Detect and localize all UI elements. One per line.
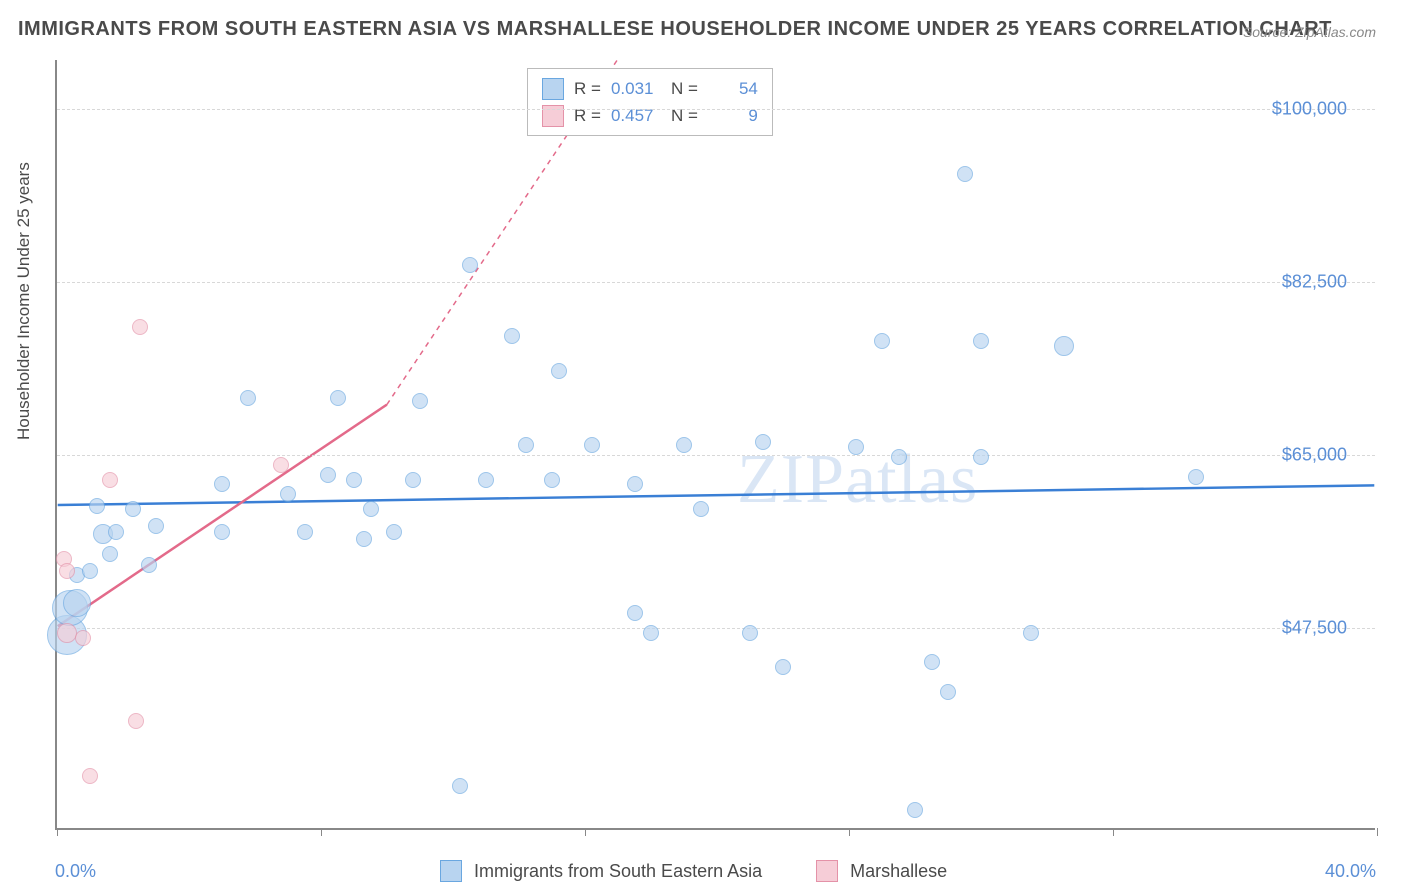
data-point — [504, 328, 520, 344]
data-point — [59, 563, 75, 579]
plot-area: ZIPatlas R =0.031N =54R =0.457N =9 $47,5… — [55, 60, 1375, 830]
data-point — [544, 472, 560, 488]
series1-swatch — [440, 860, 462, 882]
data-point — [973, 449, 989, 465]
data-point — [627, 476, 643, 492]
data-point — [643, 625, 659, 641]
data-point — [891, 449, 907, 465]
data-point — [320, 467, 336, 483]
data-point — [356, 531, 372, 547]
series-legend: Immigrants from South Eastern Asia Marsh… — [440, 860, 947, 882]
gridline — [57, 455, 1375, 456]
chart-title: IMMIGRANTS FROM SOUTH EASTERN ASIA VS MA… — [18, 18, 1332, 41]
x-tick — [321, 828, 322, 836]
x-tick — [1377, 828, 1378, 836]
y-tick-label: $82,500 — [1282, 272, 1347, 293]
legend-row: R =0.031N =54 — [542, 75, 758, 102]
data-point — [676, 437, 692, 453]
x-tick — [57, 828, 58, 836]
x-tick — [585, 828, 586, 836]
data-point — [148, 518, 164, 534]
data-point — [89, 498, 105, 514]
trend-line — [58, 485, 1375, 505]
data-point — [1054, 336, 1074, 356]
data-point — [214, 476, 230, 492]
data-point — [755, 434, 771, 450]
data-point — [940, 684, 956, 700]
series1-label: Immigrants from South Eastern Asia — [474, 861, 762, 882]
data-point — [346, 472, 362, 488]
data-point — [412, 393, 428, 409]
series2-label: Marshallese — [850, 861, 947, 882]
data-point — [848, 439, 864, 455]
data-point — [405, 472, 421, 488]
legend-row: R =0.457N =9 — [542, 102, 758, 129]
correlation-legend: R =0.031N =54R =0.457N =9 — [527, 68, 773, 136]
data-point — [478, 472, 494, 488]
data-point — [874, 333, 890, 349]
x-axis-min-label: 0.0% — [55, 861, 96, 882]
y-axis-label: Householder Income Under 25 years — [14, 162, 34, 440]
data-point — [132, 319, 148, 335]
data-point — [125, 501, 141, 517]
data-point — [742, 625, 758, 641]
y-tick-label: $100,000 — [1272, 99, 1347, 120]
trend-line — [58, 405, 387, 627]
data-point — [273, 457, 289, 473]
source-attribution: Source: ZipAtlas.com — [1243, 24, 1376, 40]
series2-swatch — [816, 860, 838, 882]
data-point — [957, 166, 973, 182]
data-point — [1023, 625, 1039, 641]
data-point — [82, 768, 98, 784]
data-point — [280, 486, 296, 502]
data-point — [775, 659, 791, 675]
data-point — [102, 472, 118, 488]
data-point — [1188, 469, 1204, 485]
y-tick-label: $65,000 — [1282, 444, 1347, 465]
legend-swatch — [542, 105, 564, 127]
data-point — [141, 557, 157, 573]
x-tick — [849, 828, 850, 836]
data-point — [627, 605, 643, 621]
data-point — [63, 589, 91, 617]
data-point — [240, 390, 256, 406]
data-point — [330, 390, 346, 406]
data-point — [907, 802, 923, 818]
y-tick-label: $47,500 — [1282, 617, 1347, 638]
data-point — [693, 501, 709, 517]
trend-lines-layer — [57, 60, 1375, 828]
data-point — [452, 778, 468, 794]
data-point — [102, 546, 118, 562]
x-tick — [1113, 828, 1114, 836]
data-point — [128, 713, 144, 729]
data-point — [386, 524, 402, 540]
data-point — [551, 363, 567, 379]
data-point — [214, 524, 230, 540]
data-point — [462, 257, 478, 273]
data-point — [363, 501, 379, 517]
data-point — [57, 623, 77, 643]
gridline — [57, 282, 1375, 283]
data-point — [973, 333, 989, 349]
gridline — [57, 628, 1375, 629]
data-point — [297, 524, 313, 540]
data-point — [584, 437, 600, 453]
data-point — [518, 437, 534, 453]
x-axis-max-label: 40.0% — [1325, 861, 1376, 882]
data-point — [75, 630, 91, 646]
legend-swatch — [542, 78, 564, 100]
data-point — [924, 654, 940, 670]
data-point — [108, 524, 124, 540]
gridline — [57, 109, 1375, 110]
data-point — [82, 563, 98, 579]
